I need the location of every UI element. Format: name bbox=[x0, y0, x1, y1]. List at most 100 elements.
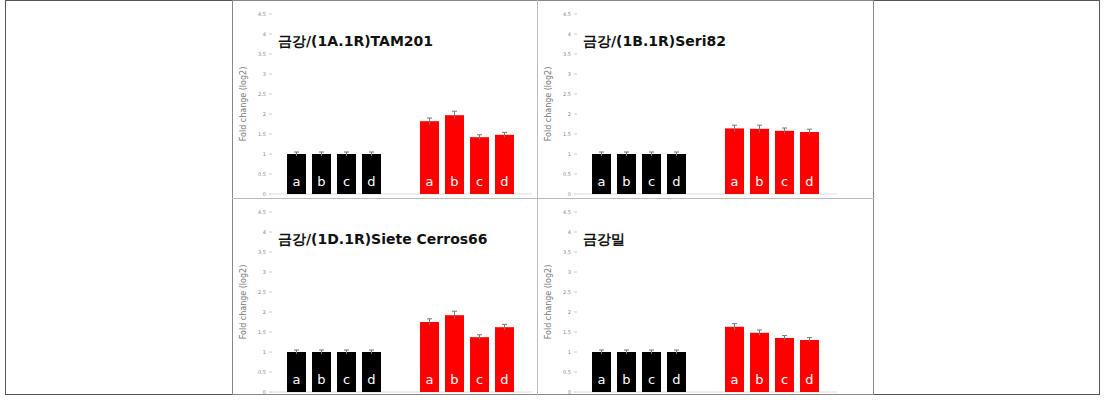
y-tick bbox=[574, 352, 577, 353]
category-label: b bbox=[755, 174, 763, 189]
y-tick-label: 0 bbox=[568, 389, 571, 395]
y-tick-label: 4.5 bbox=[258, 209, 266, 215]
category-label: c bbox=[781, 372, 788, 387]
category-label: d bbox=[805, 372, 813, 387]
category-label: c bbox=[648, 174, 655, 189]
bar bbox=[287, 352, 306, 392]
category-label: b bbox=[450, 174, 458, 189]
divider bbox=[232, 198, 874, 199]
error-bar bbox=[319, 152, 324, 156]
y-tick bbox=[269, 392, 272, 393]
labels: abcdabcd bbox=[598, 372, 814, 387]
category-label: a bbox=[731, 174, 739, 189]
error-bar bbox=[452, 311, 457, 319]
bar bbox=[642, 352, 661, 392]
bars bbox=[592, 324, 819, 392]
y-tick bbox=[574, 74, 577, 75]
error-bar bbox=[344, 350, 349, 354]
error-bar bbox=[369, 152, 374, 156]
category-label: d bbox=[500, 174, 508, 189]
category-label: d bbox=[672, 174, 680, 189]
y-tick bbox=[269, 252, 272, 253]
error-bar bbox=[624, 350, 629, 354]
bar bbox=[667, 352, 686, 392]
bar bbox=[312, 154, 331, 194]
title: 금강/(1B.1R)Seri82 bbox=[583, 33, 726, 49]
category-label: c bbox=[476, 174, 483, 189]
category-label: d bbox=[500, 372, 508, 387]
y-tick bbox=[574, 232, 577, 233]
y-tick-label: 0 bbox=[568, 191, 571, 197]
category-label: a bbox=[426, 372, 434, 387]
error-bar bbox=[624, 152, 629, 156]
y-tick-label: 2 bbox=[568, 309, 571, 315]
error-bar bbox=[502, 132, 507, 137]
y-tick-label: 1.5 bbox=[258, 329, 266, 335]
y-tick-label: 3 bbox=[568, 71, 571, 77]
y-tick-label: 3 bbox=[568, 269, 571, 275]
category-label: b bbox=[317, 174, 325, 189]
bars bbox=[287, 111, 514, 194]
y-tick-label: 3.5 bbox=[563, 249, 571, 255]
y-tick bbox=[574, 372, 577, 373]
bars bbox=[287, 311, 514, 392]
y-tick-label: 1.5 bbox=[563, 131, 571, 137]
error-bar bbox=[649, 350, 654, 354]
error-bar bbox=[599, 152, 604, 156]
y-tick-label: 1.5 bbox=[258, 131, 266, 137]
error-bar bbox=[294, 350, 299, 354]
y-tick bbox=[269, 134, 272, 135]
y-tick-label: 3 bbox=[263, 269, 266, 275]
category-label: b bbox=[450, 372, 458, 387]
y-tick bbox=[269, 292, 272, 293]
category-label: c bbox=[648, 372, 655, 387]
category-label: a bbox=[293, 372, 301, 387]
y-tick bbox=[269, 94, 272, 95]
y-tick-label: 1 bbox=[568, 151, 571, 157]
category-label: b bbox=[755, 372, 763, 387]
y-tick bbox=[574, 174, 577, 175]
category-label: c bbox=[476, 372, 483, 387]
error-bar bbox=[807, 129, 812, 135]
error-bar bbox=[599, 350, 604, 354]
y-tick bbox=[269, 232, 272, 233]
category-label: a bbox=[731, 372, 739, 387]
y-tick bbox=[574, 154, 577, 155]
y-axis-label: Fold change (log2) bbox=[239, 265, 248, 340]
y-tick-label: 0 bbox=[263, 389, 266, 395]
y-tick-label: 4 bbox=[568, 229, 571, 235]
y-tick-label: 4 bbox=[263, 229, 266, 235]
category-label: c bbox=[343, 174, 350, 189]
bar bbox=[495, 327, 514, 392]
error-bar bbox=[452, 111, 457, 119]
error-bar bbox=[757, 125, 762, 132]
error-bar bbox=[369, 350, 374, 354]
outer-frame bbox=[6, 1, 1100, 395]
y-tick bbox=[269, 272, 272, 273]
category-label: a bbox=[426, 174, 434, 189]
bar bbox=[495, 135, 514, 194]
y-tick bbox=[269, 194, 272, 195]
y-tick bbox=[574, 392, 577, 393]
y-tick bbox=[269, 312, 272, 313]
y-tick bbox=[269, 74, 272, 75]
error-bar bbox=[732, 125, 737, 131]
y-axis-label: Fold change (log2) bbox=[544, 67, 553, 142]
category-label: a bbox=[598, 174, 606, 189]
y-tick-label: 2.5 bbox=[563, 91, 571, 97]
y-tick bbox=[269, 372, 272, 373]
bar bbox=[337, 352, 356, 392]
y-tick bbox=[269, 332, 272, 333]
bar bbox=[445, 315, 464, 392]
bar bbox=[775, 338, 794, 392]
bar bbox=[470, 137, 489, 194]
bar bbox=[287, 154, 306, 194]
y-tick bbox=[269, 54, 272, 55]
bar bbox=[592, 154, 611, 194]
y-tick bbox=[574, 54, 577, 55]
category-label: c bbox=[343, 372, 350, 387]
category-label: d bbox=[672, 372, 680, 387]
y-tick bbox=[574, 252, 577, 253]
y-tick-label: 0.5 bbox=[563, 369, 571, 375]
bar bbox=[362, 352, 381, 392]
